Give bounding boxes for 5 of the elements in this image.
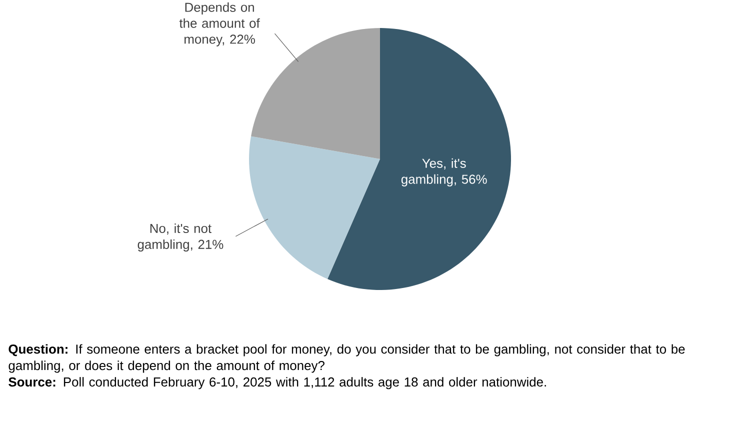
text: Question: If someone enters a bracket pool for money, do you consider that to be gambling, not consider that to be gambling, or does it depend on the amount of money? (8, 344, 685, 373)
slice-label: Depends on the amount of money, 22% (179, 2, 260, 46)
slice-label: Yes, it's gambling, 56% (401, 158, 487, 186)
text: Source: Poll conducted February 6-10, 2025 with 1,112 adults age 18 and older nationwide. (8, 377, 546, 390)
slice-label: No, it's not gambling, 21% (138, 224, 224, 252)
